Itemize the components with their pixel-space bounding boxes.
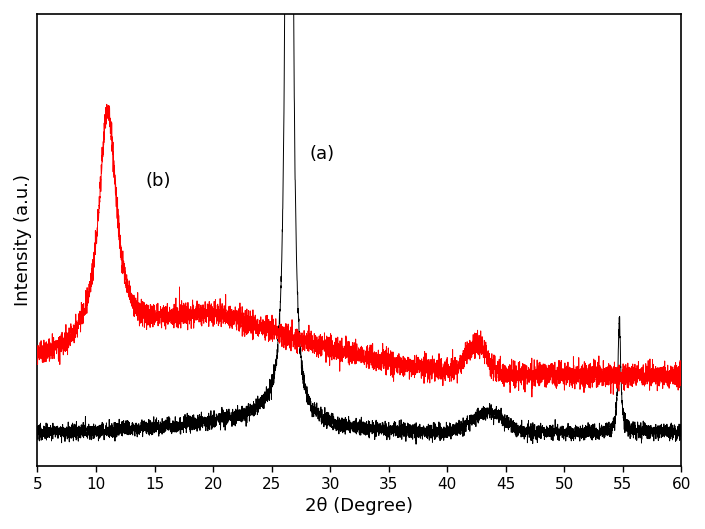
Text: (b): (b)	[145, 172, 171, 190]
Text: (a): (a)	[309, 144, 334, 162]
Y-axis label: Intensity (a.u.): Intensity (a.u.)	[14, 174, 32, 306]
X-axis label: 2θ (Degree): 2θ (Degree)	[305, 497, 413, 515]
